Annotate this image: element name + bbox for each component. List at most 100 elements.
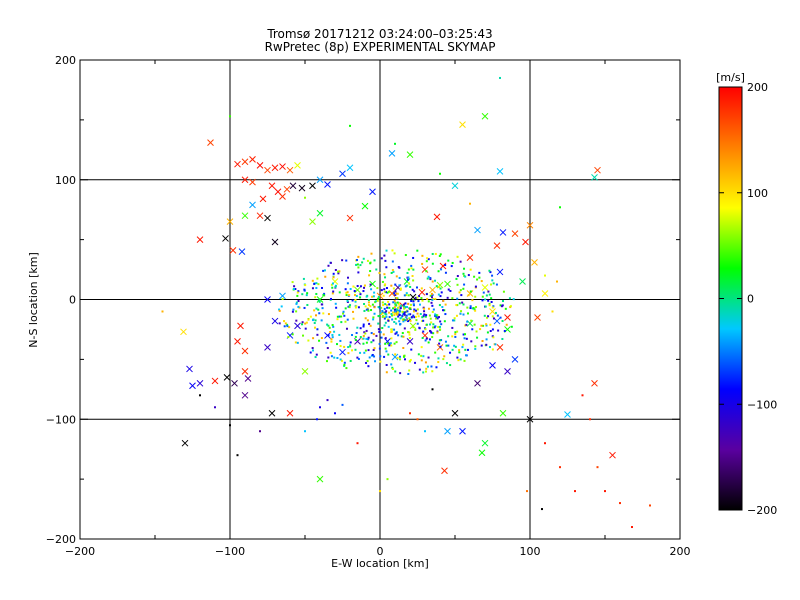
echo-dot-marker — [356, 263, 359, 266]
echo-dot-marker — [322, 269, 325, 272]
echo-dot-marker — [326, 399, 329, 402]
echo-dot-marker — [479, 328, 482, 331]
echo-dot-marker — [381, 315, 384, 318]
echo-dot-marker — [379, 360, 382, 363]
echo-dot-marker — [404, 285, 407, 288]
echo-cross-marker — [526, 415, 534, 423]
echo-dot-marker — [474, 345, 477, 348]
echo-cross-marker — [444, 280, 451, 288]
echo-dot-marker — [330, 283, 333, 286]
echo-dot-marker — [362, 325, 365, 328]
echo-cross-marker — [594, 166, 601, 174]
echo-dot-marker — [541, 508, 543, 511]
echo-dot-marker — [459, 260, 462, 263]
colorbar-tick-label: 200 — [747, 81, 768, 94]
echo-cross-marker — [481, 284, 489, 291]
echo-dot-marker — [335, 343, 338, 346]
echo-dot-marker — [430, 331, 433, 334]
echo-dot-marker — [416, 322, 419, 325]
echo-cross-marker — [186, 365, 193, 373]
echo-dot-marker — [366, 360, 369, 363]
echo-dot-marker — [449, 364, 452, 367]
echo-dot-marker — [305, 294, 308, 297]
echo-dot-marker — [476, 336, 479, 339]
echo-dot-marker — [296, 294, 299, 297]
echo-dot-marker — [485, 294, 488, 297]
echo-dot-marker — [380, 306, 383, 309]
echo-dot-marker — [488, 302, 491, 305]
echo-dot-marker — [373, 259, 376, 262]
echo-dot-marker — [434, 313, 437, 316]
echo-dot-marker — [357, 255, 360, 258]
echo-dot-marker — [376, 287, 379, 290]
echo-dot-marker — [378, 347, 381, 350]
echo-dot-marker — [394, 353, 397, 356]
echo-dot-marker — [428, 314, 431, 317]
colorbar-tick-label: −100 — [747, 398, 777, 411]
echo-dot-marker — [393, 342, 396, 345]
echo-dot-marker — [363, 302, 366, 305]
echo-dot-marker — [450, 265, 453, 268]
echo-dot-marker — [369, 324, 372, 327]
echo-cross-marker — [504, 367, 511, 375]
echo-dot-marker — [403, 312, 406, 315]
echo-dot-marker — [365, 295, 368, 298]
echo-dot-marker — [446, 296, 449, 299]
echo-dot-marker — [394, 370, 397, 373]
echo-cross-marker — [493, 242, 501, 249]
plot-area — [79, 59, 681, 540]
echo-dot-marker — [394, 283, 397, 286]
echo-dot-marker — [365, 308, 368, 311]
echo-dot-marker — [490, 283, 493, 286]
echo-dot-marker — [416, 296, 419, 299]
x-tick-label: −200 — [65, 545, 95, 558]
echo-dot-marker — [349, 304, 352, 307]
echo-dot-marker — [385, 371, 388, 374]
echo-dot-marker — [385, 315, 388, 318]
echo-cross-marker — [522, 238, 529, 246]
echo-dot-marker — [329, 261, 332, 264]
echo-dot-marker — [385, 304, 388, 307]
echo-dot-marker — [412, 326, 415, 329]
echo-dot-marker — [429, 278, 432, 281]
echo-dot-marker — [403, 307, 406, 310]
echo-dot-marker — [454, 335, 457, 338]
echo-dot-marker — [407, 372, 410, 375]
echo-dot-marker — [437, 325, 440, 328]
echo-dot-marker — [488, 304, 491, 307]
echo-dot-marker — [363, 286, 366, 289]
echo-cross-marker — [493, 317, 501, 325]
echo-dot-marker — [304, 322, 307, 325]
echo-cross-marker — [256, 162, 264, 169]
echo-dot-marker — [415, 309, 418, 312]
echo-dot-marker — [311, 347, 314, 350]
echo-dot-marker — [388, 344, 391, 347]
echo-cross-marker — [489, 308, 496, 315]
echo-dot-marker — [395, 313, 398, 316]
echo-dot-marker — [365, 337, 368, 340]
echo-dot-marker — [434, 325, 437, 328]
echo-dot-marker — [420, 359, 423, 362]
echo-dot-marker — [445, 344, 448, 347]
echo-dot-marker — [326, 347, 329, 350]
echo-dot-marker — [345, 367, 348, 370]
echo-dot-marker — [384, 276, 387, 279]
echo-dot-marker — [304, 327, 307, 330]
echo-dot-marker — [431, 336, 434, 339]
echo-dot-marker — [340, 321, 343, 324]
echo-dot-marker — [381, 301, 384, 304]
echo-cross-marker — [238, 248, 246, 255]
echo-dot-marker — [437, 361, 440, 364]
echo-dot-marker — [359, 327, 362, 330]
echo-cross-marker — [451, 182, 459, 190]
echo-dot-marker — [466, 320, 469, 323]
echo-dot-marker — [317, 299, 320, 302]
echo-cross-marker — [241, 347, 249, 355]
echo-dot-marker — [403, 305, 406, 308]
echo-dot-marker — [384, 291, 387, 294]
echo-dot-marker — [429, 294, 432, 297]
echo-cross-marker — [441, 467, 448, 475]
echo-dot-marker — [393, 292, 396, 295]
echo-dot-marker — [429, 317, 432, 320]
echo-dot-marker — [462, 333, 465, 336]
